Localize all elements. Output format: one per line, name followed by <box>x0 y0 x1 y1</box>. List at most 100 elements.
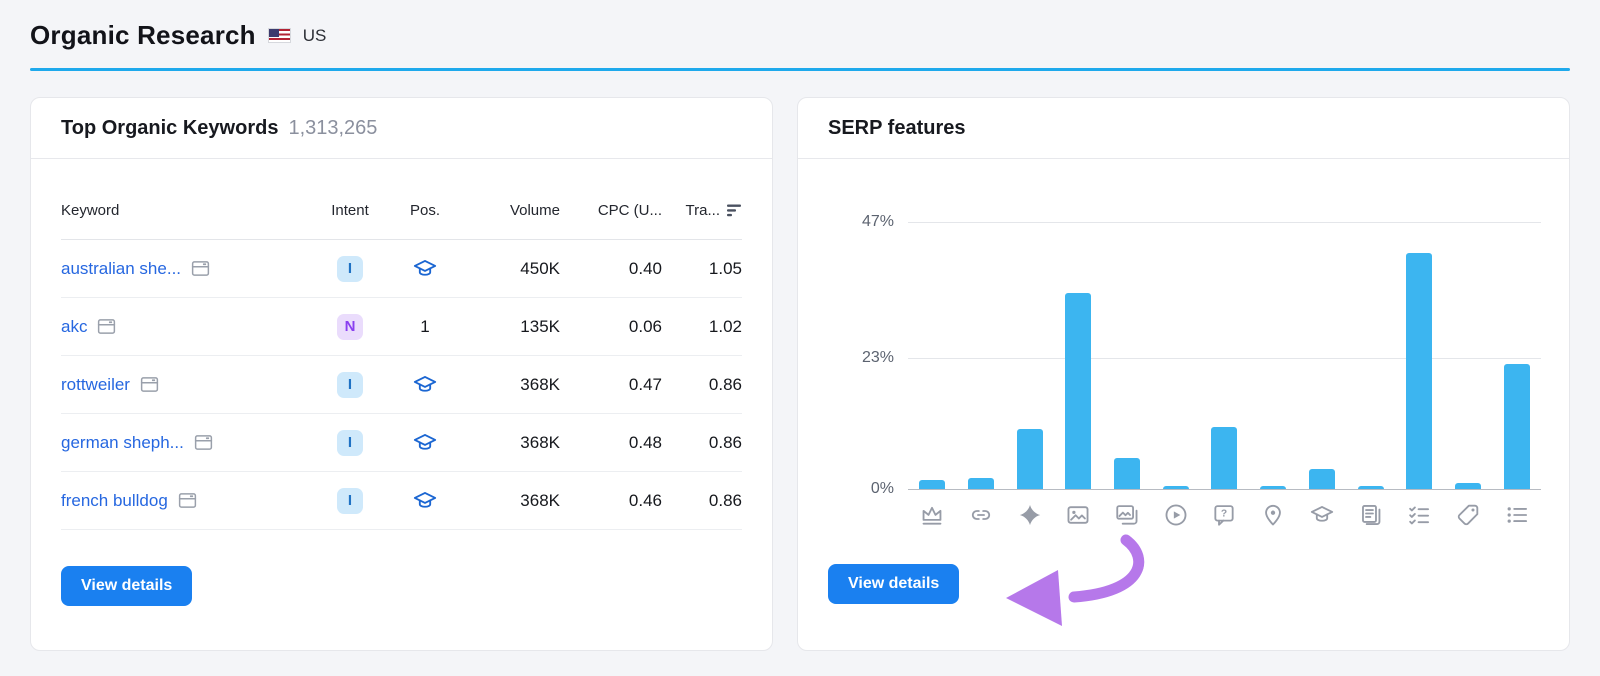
keyword-link[interactable]: rottweiler <box>61 374 130 394</box>
bar-question-bubble-icon[interactable] <box>1211 426 1238 489</box>
keywords-total-count: 1,313,265 <box>288 117 378 139</box>
serp-preview-icon[interactable] <box>190 258 211 279</box>
video-play-icon <box>1165 504 1187 526</box>
volume-cell: 368K <box>520 432 560 452</box>
column-header-volume: Volume <box>509 201 560 219</box>
intent-cell: N <box>318 313 382 340</box>
intent-cell: I <box>318 487 382 514</box>
intent-badge: I <box>337 371 363 398</box>
keyword-link[interactable]: australian she... <box>61 258 182 278</box>
column-header-intent: Intent <box>331 201 369 219</box>
bar-location-pin-icon[interactable] <box>1260 486 1287 489</box>
x-axis-bullet-list-icon[interactable] <box>1492 502 1541 528</box>
volume-cell: 368K <box>520 490 560 510</box>
page-title: Organic Research <box>30 20 256 50</box>
keyword-cell: french bulldog <box>61 490 318 511</box>
x-axis-image-stack-icon[interactable] <box>1103 502 1152 528</box>
serp-preview-icon[interactable] <box>96 316 117 337</box>
x-axis-crown-icon[interactable] <box>908 502 957 528</box>
position-cell <box>382 372 468 398</box>
serp-preview-icon[interactable] <box>193 432 214 453</box>
column-header-keyword: Keyword <box>61 201 120 219</box>
table-row: akc N 1 135K 0.06 1.02 <box>61 298 742 356</box>
graduation-cap-icon <box>413 375 437 392</box>
bar-checklist-icon[interactable] <box>1406 253 1433 489</box>
gridline-0 <box>908 489 1541 490</box>
position-cell <box>382 488 468 514</box>
graduation-cap-icon <box>1310 506 1333 522</box>
svg-text:?: ? <box>1221 509 1227 520</box>
bullet-list-icon <box>1507 507 1527 523</box>
serp-features-card: SERP features 47% 23% 0% ? View details <box>797 97 1570 651</box>
serp-features-chart: 47% 23% 0% ? <box>798 159 1569 528</box>
x-axis-checklist-icon[interactable] <box>1395 502 1444 528</box>
sort-descending-icon[interactable] <box>726 204 742 217</box>
link-icon <box>971 510 991 520</box>
cpc-cell: 0.47 <box>628 374 662 394</box>
x-axis-tag-icon[interactable] <box>1444 502 1493 528</box>
intent-badge: I <box>337 255 363 282</box>
traffic-cell: 1.05 <box>708 258 742 278</box>
keyword-link[interactable]: german sheph... <box>61 432 184 452</box>
sparkle-icon <box>1019 504 1040 526</box>
bar-sparkle-icon[interactable] <box>1016 429 1043 489</box>
x-axis-sparkle-icon[interactable] <box>1005 502 1054 528</box>
bar-image-stack-icon[interactable] <box>1114 457 1141 489</box>
intent-cell: I <box>318 255 382 282</box>
bar-image-icon[interactable] <box>1065 293 1092 489</box>
bar-stacked-pages-icon[interactable] <box>1357 486 1384 489</box>
bar-bullet-list-icon[interactable] <box>1503 364 1530 489</box>
x-axis-graduation-cap-icon[interactable] <box>1298 502 1347 528</box>
x-axis-stacked-pages-icon[interactable] <box>1346 502 1395 528</box>
bar-video-play-icon[interactable] <box>1162 486 1189 489</box>
traffic-cell: 1.02 <box>708 316 742 336</box>
bar-graduation-cap-icon[interactable] <box>1308 469 1335 489</box>
serp-card-title: SERP features <box>828 117 966 139</box>
serp-preview-icon[interactable] <box>139 374 160 395</box>
question-bubble-icon: ? <box>1214 505 1235 526</box>
table-row: german sheph... I 368K 0.48 0.86 <box>61 414 742 472</box>
keyword-link[interactable]: akc <box>61 316 88 336</box>
x-axis-question-bubble-icon[interactable]: ? <box>1200 502 1249 528</box>
position-cell: 1 <box>420 316 430 336</box>
intent-cell: I <box>318 371 382 398</box>
position-cell <box>382 430 468 456</box>
volume-cell: 368K <box>520 374 560 394</box>
graduation-cap-icon <box>413 491 437 508</box>
bar-crown-icon[interactable] <box>919 480 946 489</box>
x-axis-video-play-icon[interactable] <box>1151 502 1200 528</box>
serp-view-details-button[interactable]: View details <box>828 564 960 604</box>
table-row: australian she... I 450K 0.40 1.05 <box>61 240 742 298</box>
table-header-row: Keyword Intent Pos. Volume CPC (U... Tra... <box>61 159 742 240</box>
organic-research-page: Organic Research US Top Organic Keywords… <box>30 20 1570 651</box>
intent-badge: I <box>337 487 363 514</box>
x-axis-location-pin-icon[interactable] <box>1249 502 1298 528</box>
volume-cell: 450K <box>520 258 560 278</box>
graduation-cap-icon <box>413 259 437 276</box>
keywords-view-details-button[interactable]: View details <box>61 566 193 606</box>
region-label: US <box>302 25 327 45</box>
bar-tag-icon[interactable] <box>1454 483 1481 489</box>
intent-cell: I <box>318 429 382 456</box>
keywords-card-title: Top Organic Keywords <box>61 117 279 139</box>
traffic-cell: 0.86 <box>708 432 742 452</box>
location-pin-icon <box>1265 504 1282 526</box>
intent-badge: I <box>337 429 363 456</box>
column-header-cpc: CPC (U... <box>597 201 662 219</box>
x-axis-link-icon[interactable] <box>957 502 1006 528</box>
serp-preview-icon[interactable] <box>177 490 198 511</box>
volume-cell: 135K <box>520 316 560 336</box>
bar-series <box>908 222 1541 489</box>
traffic-cell: 0.86 <box>708 490 742 510</box>
bar-link-icon[interactable] <box>968 477 995 489</box>
cpc-cell: 0.40 <box>628 258 662 278</box>
tag-icon <box>1457 504 1479 526</box>
column-header-traffic: Tra... <box>662 202 742 219</box>
checklist-icon <box>1409 506 1430 525</box>
keyword-cell: akc <box>61 316 318 337</box>
header-divider <box>30 68 1570 71</box>
gridline-47 <box>908 222 1541 223</box>
y-axis-tick: 47% <box>861 213 894 230</box>
keyword-link[interactable]: french bulldog <box>61 490 168 510</box>
x-axis-image-icon[interactable] <box>1054 502 1103 528</box>
